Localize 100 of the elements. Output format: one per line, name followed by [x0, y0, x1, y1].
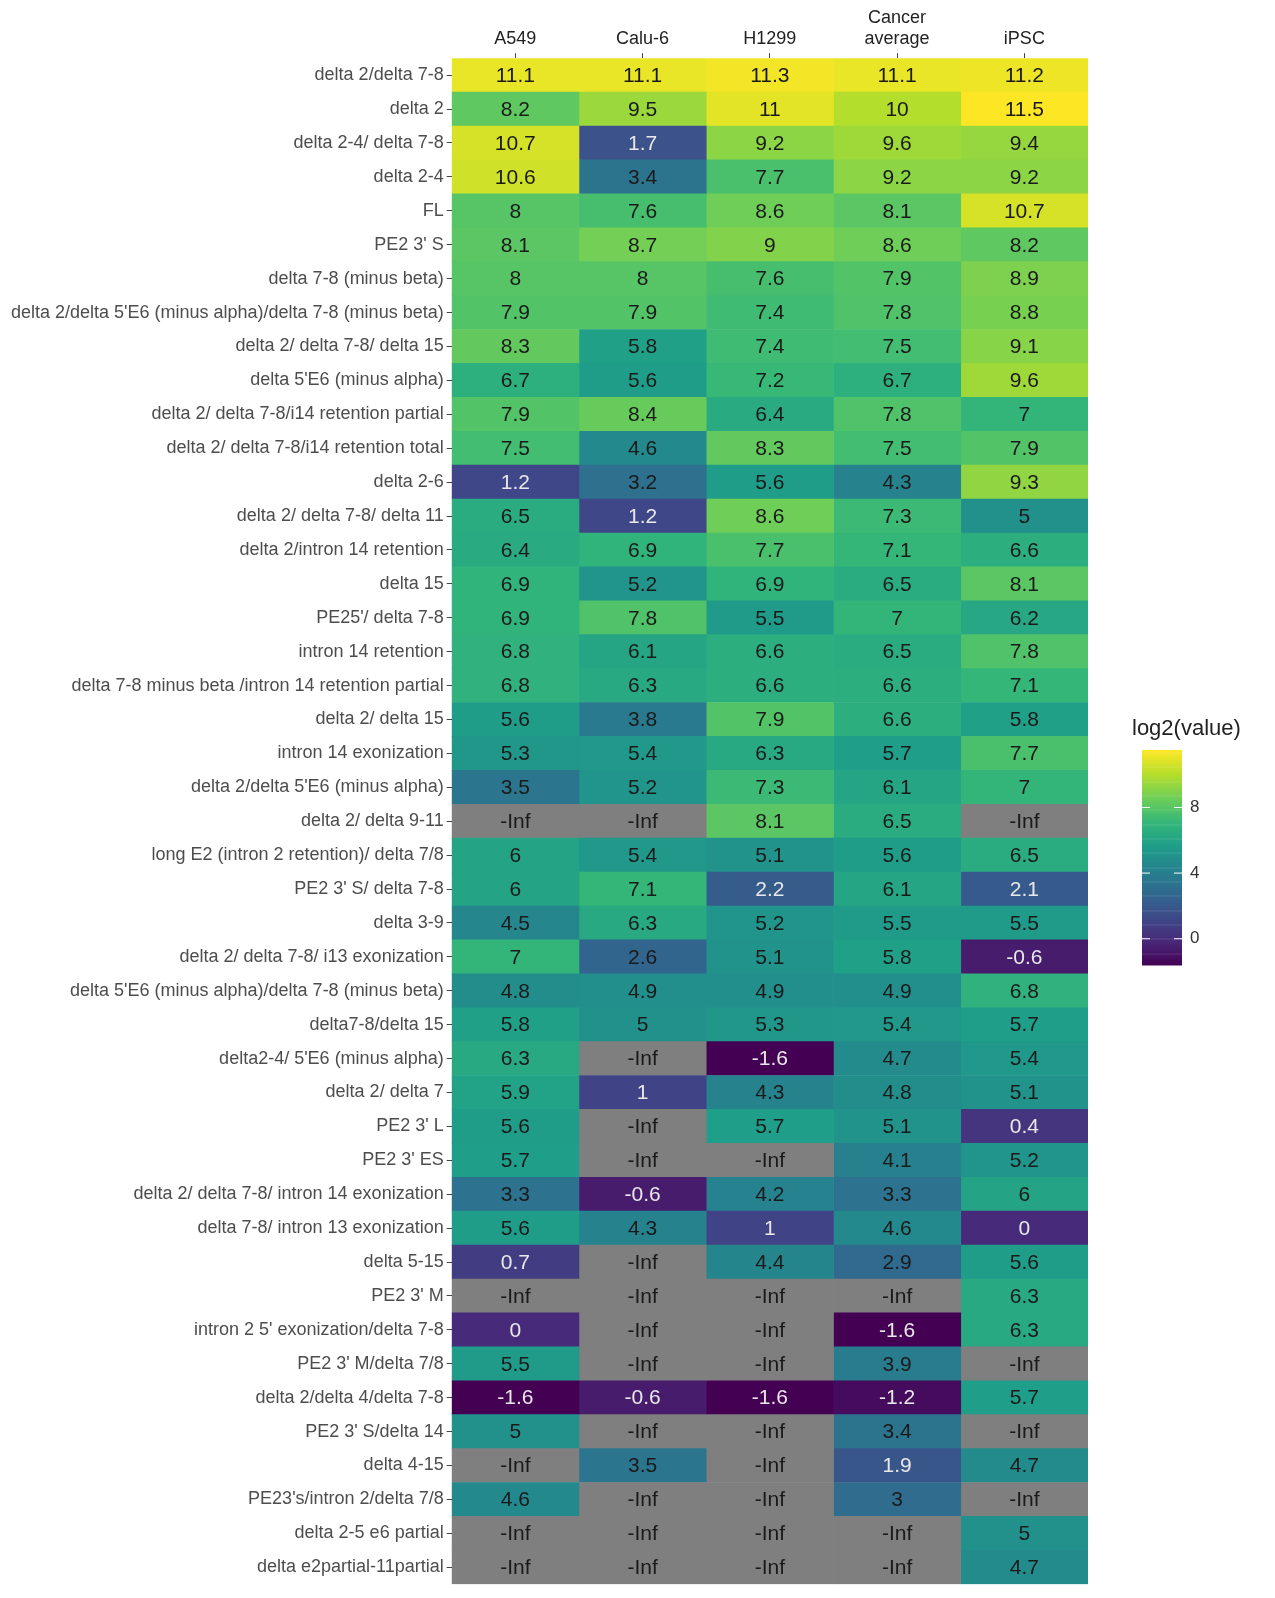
y-tick-label: delta 2/delta 4/delta 7-8 — [255, 1386, 444, 1407]
data-label: 10.6 — [494, 164, 536, 188]
data-label: 5.3 — [755, 1012, 785, 1036]
text: -Inf — [881, 1283, 913, 1307]
data-label: 11.1 — [877, 62, 917, 86]
data-label: 5.4 — [1009, 1046, 1040, 1070]
data-label: 2.9 — [882, 1249, 912, 1273]
text: -Inf — [627, 1487, 658, 1511]
data-label: 5.2 — [755, 910, 785, 934]
data-label: 4.6 — [627, 435, 658, 459]
data-label: 5.4 — [627, 741, 658, 765]
text: -Inf — [627, 1521, 658, 1545]
data-label: 7.9 — [882, 266, 912, 290]
data-label: 5 — [1018, 1521, 1031, 1545]
x-tick-label: Calu-6 — [616, 28, 670, 49]
text: -Inf — [627, 1419, 658, 1443]
data-label: 7.4 — [755, 334, 785, 358]
data-label: -1.6 — [879, 1317, 916, 1341]
y-tick-label: delta 2-5 e6 partial — [294, 1522, 444, 1543]
data-label: 9 — [763, 232, 776, 256]
data-label: 6.9 — [755, 571, 785, 595]
data-label: 1.9 — [882, 1453, 912, 1477]
data-label: 5.6 — [500, 707, 530, 731]
data-label: 8.4 — [627, 402, 658, 426]
y-tick-label: long E2 (intron 2 retention)/ delta 7/8 — [151, 844, 444, 865]
y-tick-label: intron 14 exonization — [277, 742, 444, 763]
data-label: 6.5 — [882, 639, 912, 663]
y-tick-label: delta 2/ delta 7-8/ delta 15 — [235, 335, 444, 356]
y-tick-label: PE23's/intron 2/delta 7/8 — [248, 1488, 444, 1509]
y-tick-label: delta 5'E6 (minus alpha) — [250, 369, 444, 390]
data-label: 8.7 — [627, 232, 658, 256]
data-label: 11.1 — [495, 62, 535, 86]
y-tick-label: delta 2/ delta 9-11 — [300, 810, 444, 831]
data-label: 5.7 — [1009, 1385, 1039, 1409]
data-label: 5.8 — [1009, 707, 1039, 731]
data-label: 7.1 — [1009, 673, 1039, 697]
text: -Inf — [500, 809, 531, 832]
data-label: 8.2 — [1009, 232, 1039, 256]
data-label: -0.6 — [624, 1182, 661, 1206]
y-tick-label: delta 7-8 minus beta /intron 14 retention partial — [71, 674, 444, 695]
data-label: 6.6 — [755, 639, 785, 663]
text: -Inf — [627, 1283, 658, 1307]
data-label: 5.7 — [500, 1148, 530, 1172]
text: -Inf — [1009, 1419, 1040, 1443]
data-label: 6.9 — [500, 605, 530, 629]
data-label: 4.9 — [755, 978, 785, 1002]
data-label: 3 — [891, 1487, 903, 1511]
y-tick-label: intron 2 5' exonization/delta 7-8 — [194, 1318, 444, 1339]
text: -Inf — [881, 1521, 913, 1545]
data-label: 6.6 — [755, 673, 785, 697]
color-bar-label: 8 — [1190, 797, 1200, 817]
data-label: 9.2 — [882, 164, 912, 188]
y-tick-label: delta 2/delta 5'E6 (minus alpha)/delta 7-8 (minus beta) — [10, 301, 444, 322]
data-label: 7.1 — [627, 876, 658, 900]
y-tick-label: delta 2-4 — [373, 165, 444, 186]
data-label: 7.7 — [1009, 741, 1039, 765]
data-label: 5.1 — [755, 842, 785, 866]
y-tick-label: delta e2partial-11partial — [256, 1556, 444, 1577]
data-label: 8.6 — [755, 198, 785, 222]
data-label: 7.9 — [627, 300, 658, 324]
data-label: 7.5 — [500, 435, 530, 459]
data-label: 6 — [509, 876, 522, 900]
text: -Inf — [754, 1317, 786, 1341]
data-label: 5.1 — [1009, 1080, 1039, 1104]
data-label: 8 — [636, 266, 649, 290]
data-label: 8.6 — [882, 232, 912, 256]
data-label: 5 — [509, 1419, 522, 1443]
data-label: 4.9 — [627, 978, 658, 1002]
data-label: 6.3 — [627, 673, 658, 697]
data-label: 8.3 — [500, 334, 530, 358]
data-label: 5.5 — [500, 1351, 530, 1375]
data-label: 4.7 — [1009, 1555, 1039, 1579]
data-label: 5.8 — [627, 334, 658, 358]
text: -Inf — [754, 1148, 786, 1172]
text: -Inf — [627, 809, 658, 832]
data-label: 6.1 — [627, 639, 658, 663]
data-label: 6.3 — [755, 741, 785, 765]
data-label: 5.6 — [500, 1215, 530, 1239]
data-label: 5.5 — [882, 910, 912, 934]
data-label: 7.9 — [500, 402, 530, 426]
color-bar-label: 4 — [1190, 862, 1200, 882]
text: -Inf — [754, 1351, 786, 1375]
data-label: 6.1 — [882, 876, 912, 900]
data-label: 4.9 — [882, 978, 912, 1002]
data-label: 7 — [1018, 402, 1031, 426]
data-label: 7.9 — [1009, 435, 1039, 459]
data-label: 4.5 — [500, 910, 530, 934]
data-label: 4.7 — [1009, 1453, 1039, 1477]
data-label: 11.5 — [1004, 96, 1045, 120]
data-label: -0.6 — [1006, 944, 1043, 968]
data-label: 5.6 — [627, 368, 658, 392]
y-tick-label: delta 2-6 — [373, 471, 444, 492]
data-label: 7.2 — [755, 368, 785, 392]
data-label: 0 — [1018, 1215, 1031, 1239]
data-label: 7.8 — [882, 300, 912, 324]
data-label: 6.1 — [882, 775, 912, 799]
text: -Inf — [500, 1453, 531, 1477]
data-label: 6.4 — [500, 537, 531, 561]
text: -Inf — [754, 1487, 786, 1511]
data-label: 1.2 — [627, 503, 658, 527]
